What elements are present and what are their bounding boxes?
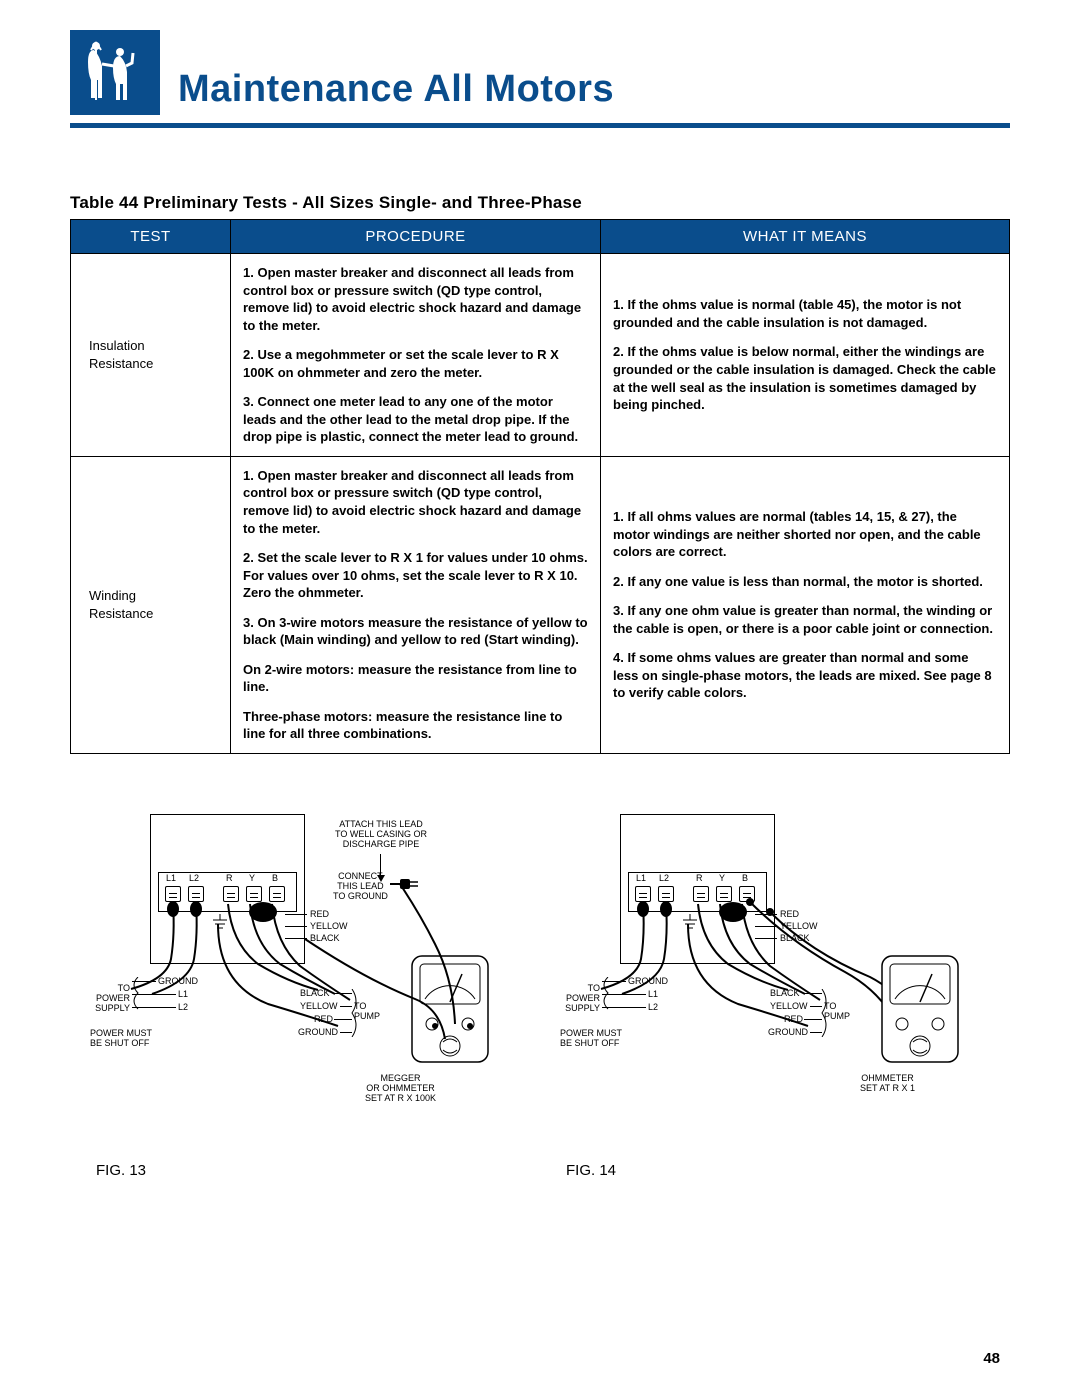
test-name: Insulation Resistance <box>71 254 231 457</box>
figure-14: L1 L2 R Y B RED YELLOW BLACK TO POWER SU… <box>560 814 980 1179</box>
brand-logo <box>70 30 160 115</box>
col-meaning: WHAT IT MEANS <box>601 220 1010 254</box>
fig14-caption: FIG. 14 <box>560 1162 980 1179</box>
procedure-cell: 1. Open master breaker and disconnect al… <box>231 456 601 753</box>
table-row: Winding Resistance 1. Open master breake… <box>71 456 1010 753</box>
figure-13: L1 L2 R Y B RED YELLOW BLACK TO POWER SU… <box>90 814 510 1179</box>
figures-row: L1 L2 R Y B RED YELLOW BLACK TO POWER SU… <box>70 814 1010 1179</box>
col-procedure: PROCEDURE <box>231 220 601 254</box>
page-number: 48 <box>983 1350 1000 1367</box>
meaning-cell: 1. If the ohms value is normal (table 45… <box>601 254 1010 457</box>
page-header: Maintenance All Motors <box>70 30 1010 115</box>
meaning-cell: 1. If all ohms values are normal (tables… <box>601 456 1010 753</box>
page-title: Maintenance All Motors <box>178 68 614 111</box>
test-name: Winding Resistance <box>71 456 231 753</box>
col-test: TEST <box>71 220 231 254</box>
fig13-caption: FIG. 13 <box>90 1162 510 1179</box>
header-rule <box>70 123 1010 128</box>
table-row: Insulation Resistance 1. Open master bre… <box>71 254 1010 457</box>
preliminary-tests-table: TEST PROCEDURE WHAT IT MEANS Insulation … <box>70 219 1010 754</box>
table-caption: Table 44 Preliminary Tests - All Sizes S… <box>70 193 1010 213</box>
procedure-cell: 1. Open master breaker and disconnect al… <box>231 254 601 457</box>
